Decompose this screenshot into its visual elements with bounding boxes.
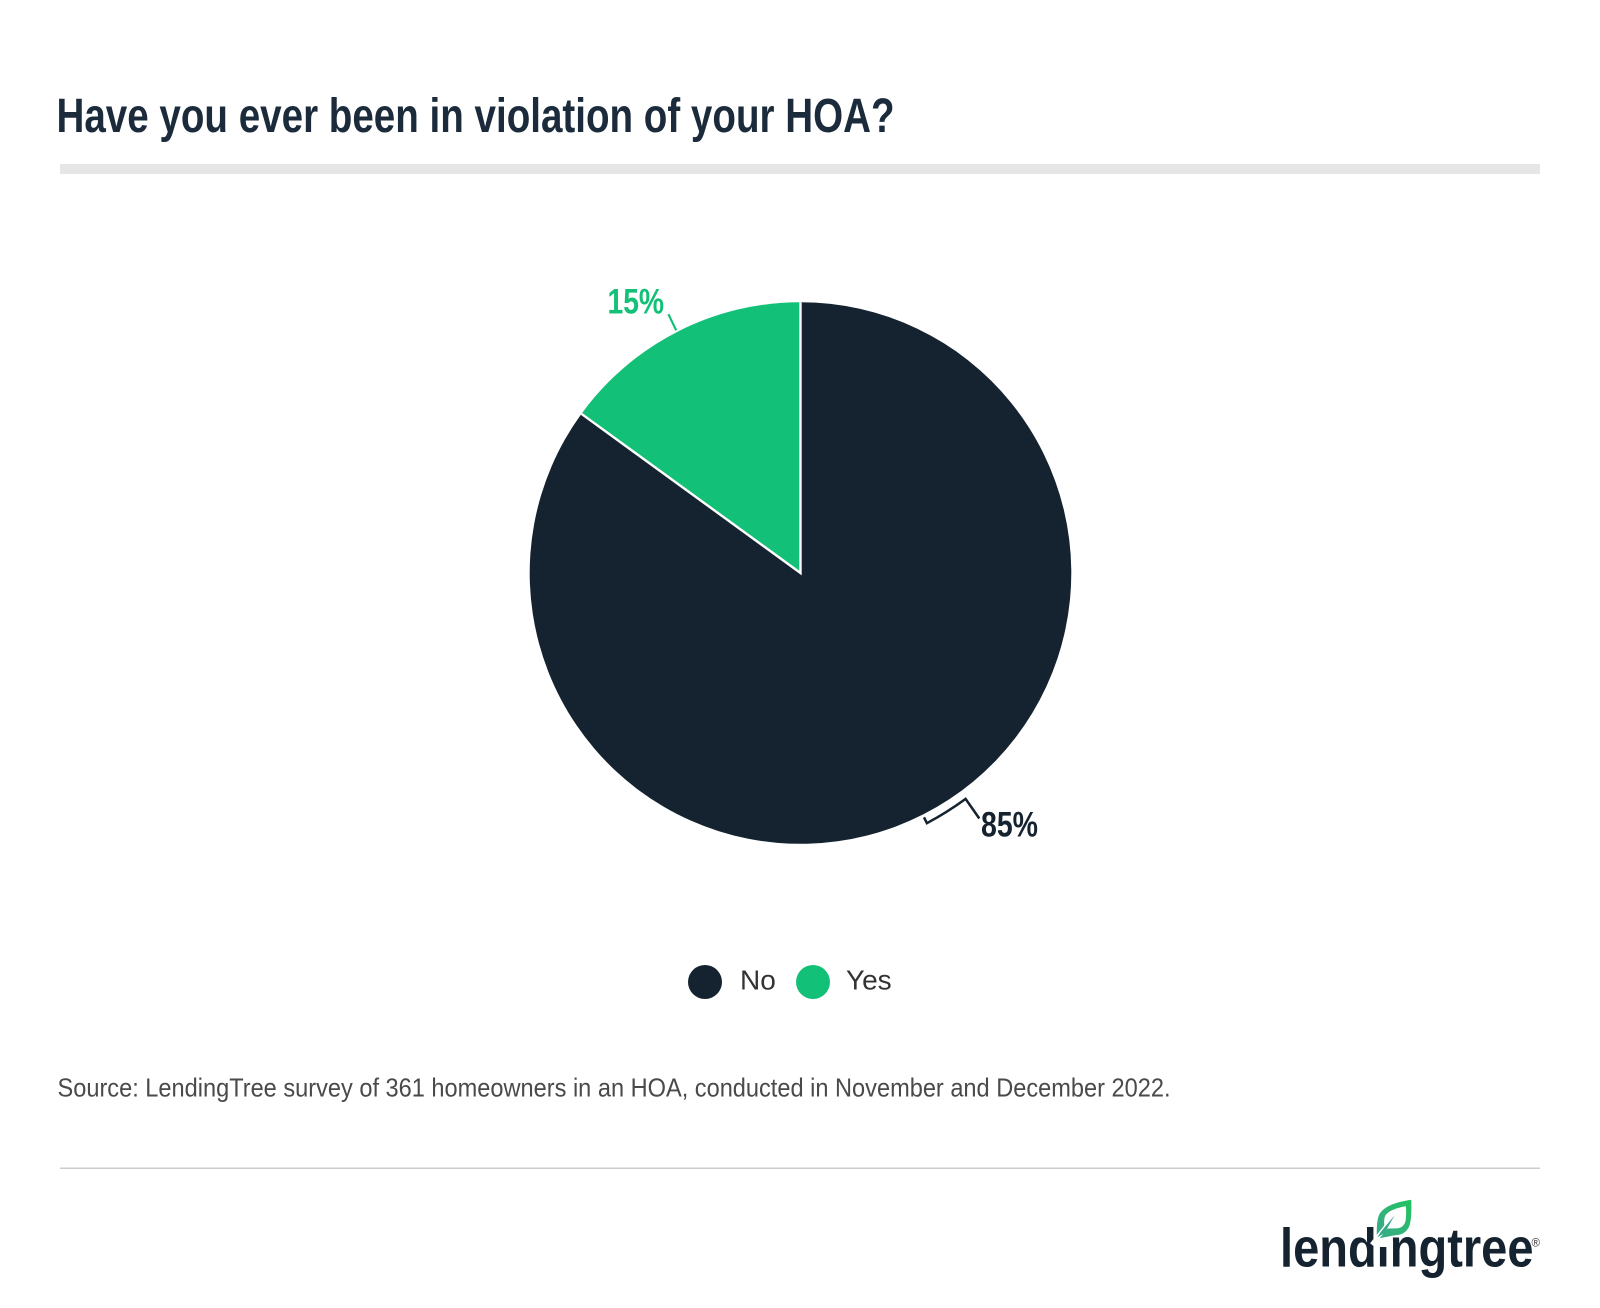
svg-text:85%: 85% (981, 806, 1038, 845)
svg-text:15%: 15% (608, 283, 665, 322)
svg-text:®: ® (1532, 1238, 1541, 1250)
svg-text:Have you ever been in violatio: Have you ever been in violation of your … (57, 90, 895, 143)
svg-text:Source: LendingTree survey of: Source: LendingTree survey of 361 homeow… (58, 1072, 1171, 1102)
svg-text:No: No (740, 965, 776, 996)
svg-text:Yes: Yes (846, 965, 892, 996)
